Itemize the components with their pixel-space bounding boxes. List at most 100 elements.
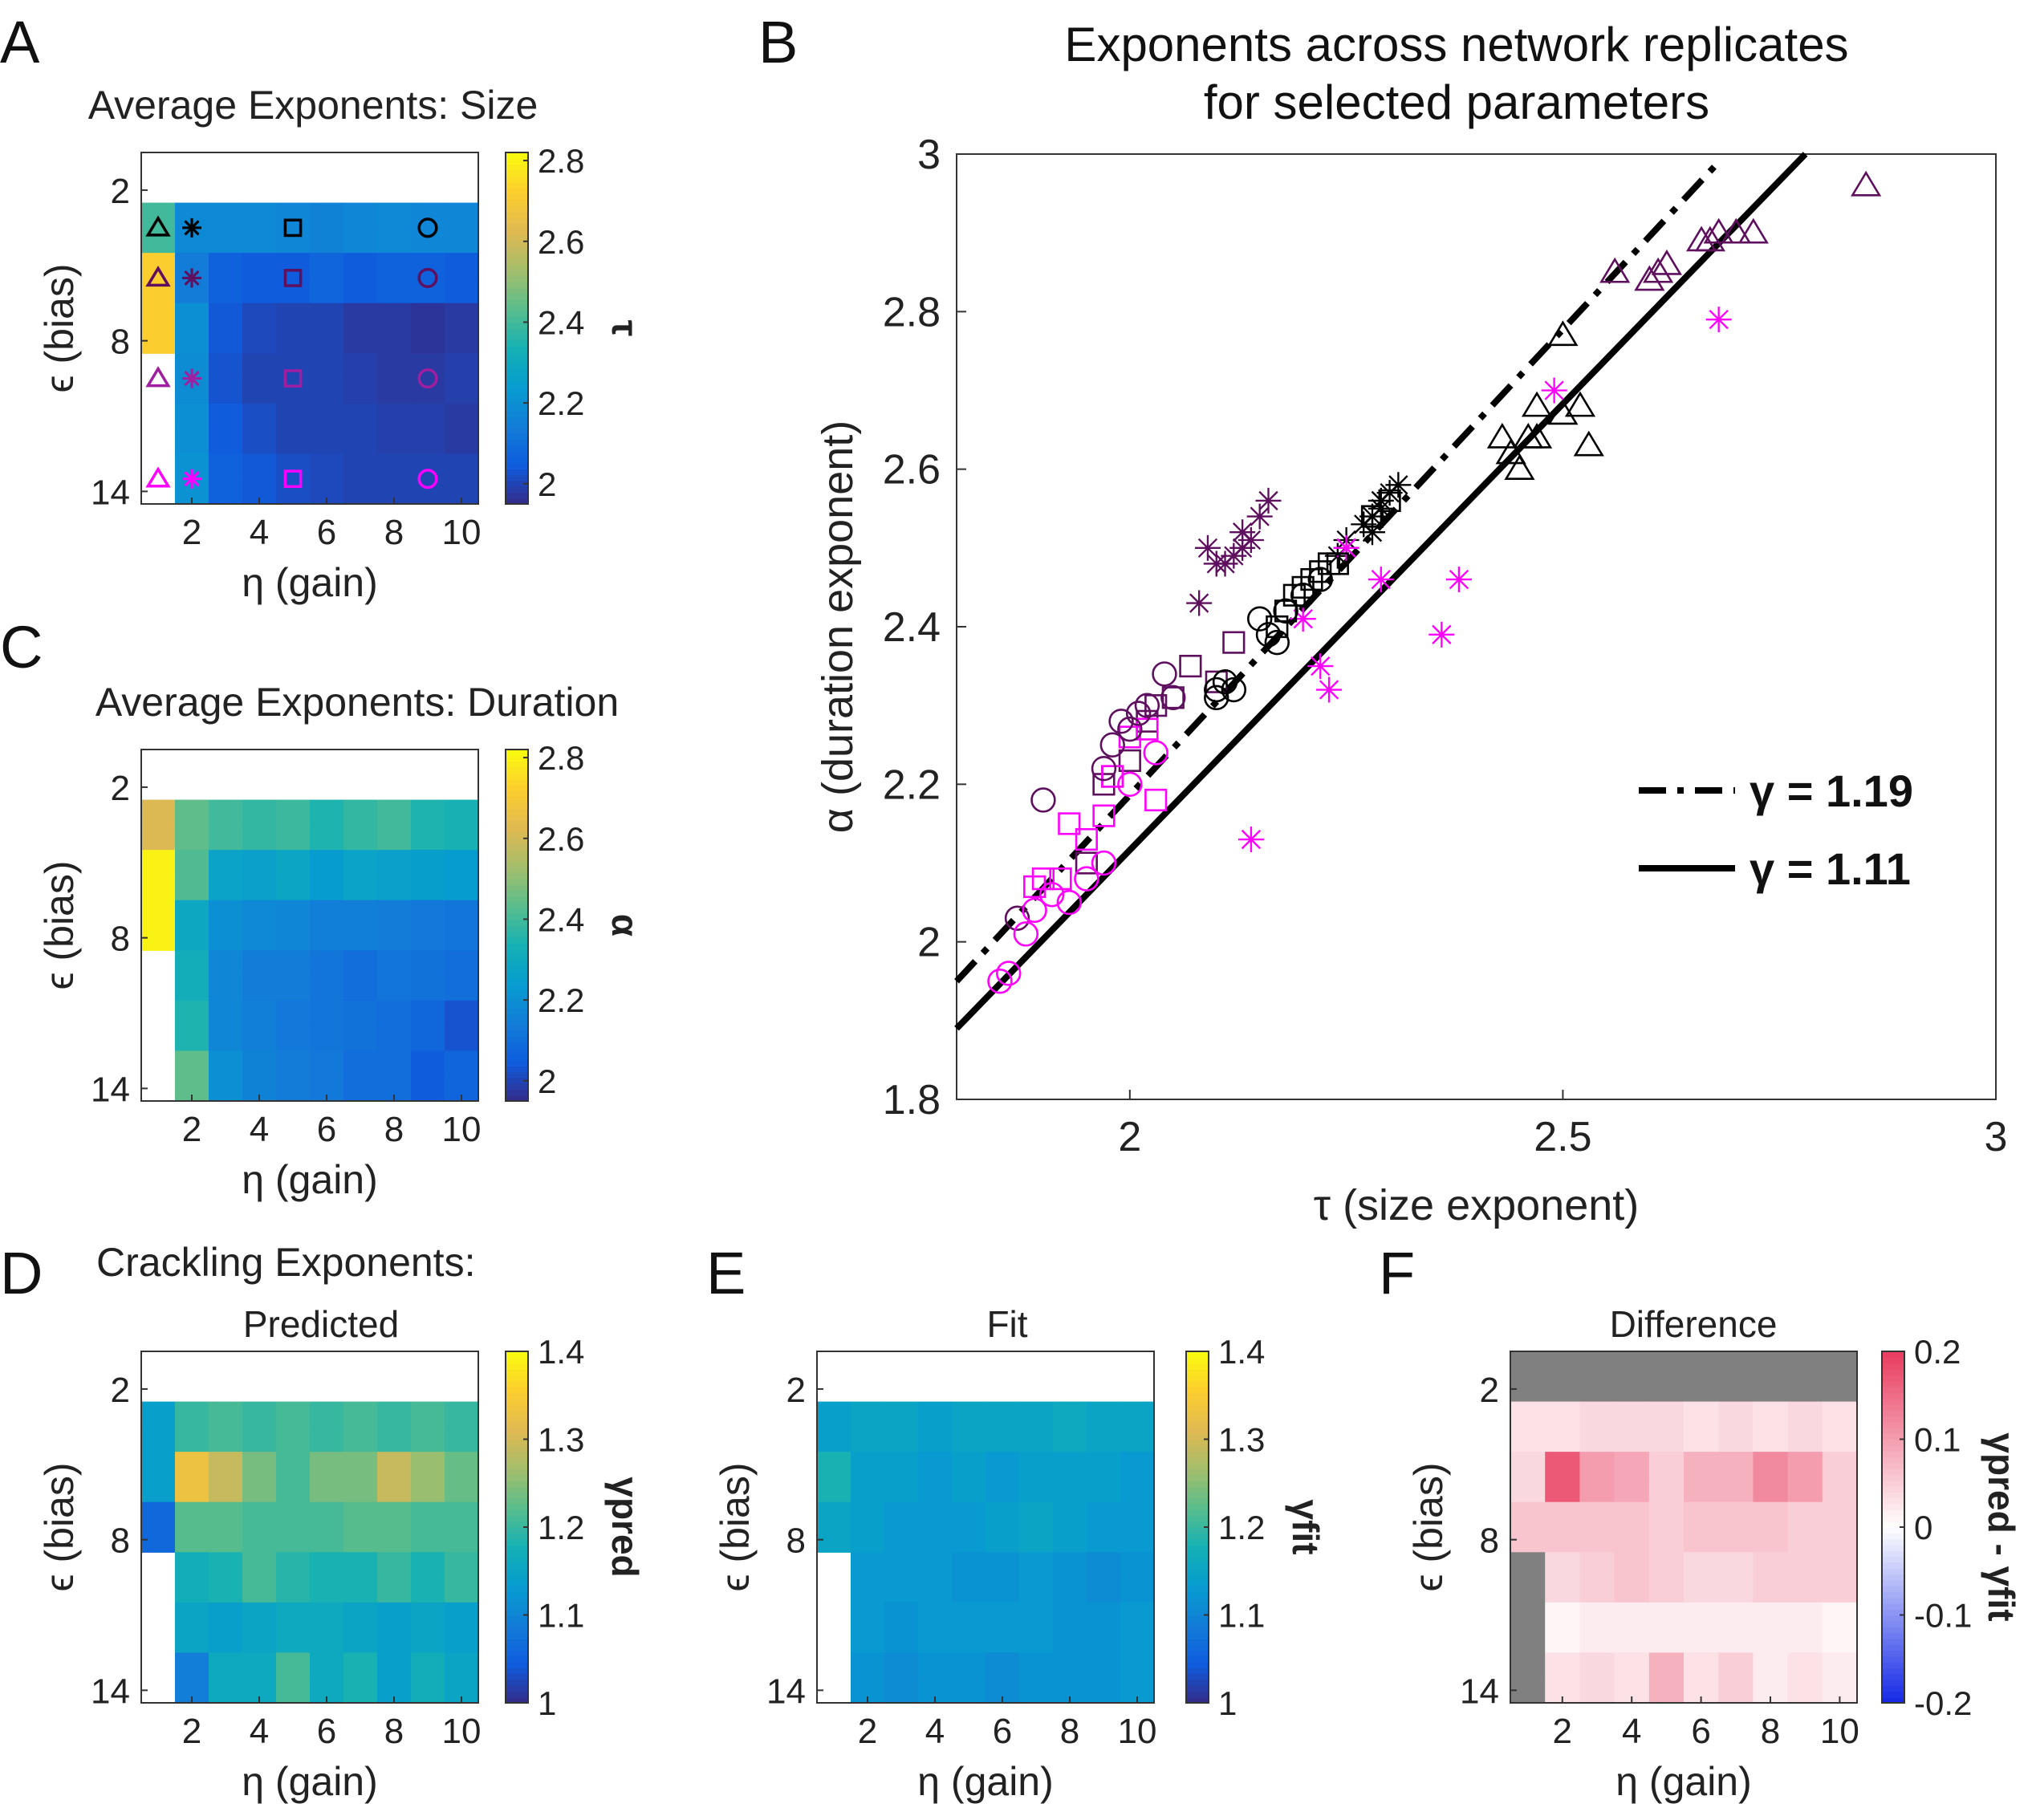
heatmap-cell bbox=[851, 1577, 885, 1603]
colorbar-segment bbox=[506, 375, 528, 382]
colorbar-segment bbox=[506, 966, 528, 973]
colorbar-segment bbox=[1186, 1497, 1209, 1505]
heatmap-cell bbox=[1053, 1627, 1087, 1654]
heatmap-cell bbox=[1510, 1477, 1546, 1503]
heatmap-cell bbox=[209, 975, 243, 1001]
colorbar-segment bbox=[506, 1007, 528, 1014]
colorbar-segment bbox=[506, 1036, 528, 1043]
heatmap-cell bbox=[851, 1501, 885, 1528]
heatmap-cell bbox=[242, 1026, 277, 1052]
heatmap-cell bbox=[242, 1552, 277, 1578]
heatmap-cell bbox=[1648, 1602, 1685, 1628]
heatmap-cell bbox=[411, 328, 445, 354]
heatmap-cell bbox=[1053, 1552, 1087, 1578]
data-point-triangle bbox=[1634, 265, 1665, 291]
x-tick-label: 6 bbox=[317, 513, 336, 552]
marker-circle bbox=[417, 267, 438, 288]
colorbar-segment bbox=[1186, 1579, 1209, 1586]
colorbar-segment bbox=[506, 187, 528, 194]
heatmap-cell bbox=[276, 1050, 311, 1077]
colorbar-segment bbox=[506, 252, 528, 259]
colorbar-segment bbox=[506, 901, 528, 908]
colorbar-segment bbox=[506, 1597, 528, 1604]
colorbar-segment bbox=[1882, 1485, 1904, 1493]
y-tick-label: 2.6 bbox=[883, 447, 941, 494]
heatmap-cell bbox=[1753, 1426, 1789, 1452]
colorbar-segment bbox=[1882, 1433, 1904, 1440]
colorbar-segment bbox=[1186, 1668, 1209, 1675]
colorbar-segment bbox=[506, 1416, 528, 1423]
x-tick-label: 6 bbox=[993, 1712, 1012, 1751]
data-point-square bbox=[1031, 867, 1055, 891]
colorbar-segment bbox=[1186, 1416, 1209, 1423]
colorbar-segment bbox=[506, 995, 528, 1002]
heatmap-cell bbox=[377, 378, 412, 404]
heatmap-cell bbox=[1579, 1501, 1615, 1528]
heatmap-cell bbox=[242, 227, 277, 254]
colorbar-segment bbox=[1186, 1521, 1209, 1528]
colorbar-segment bbox=[506, 931, 528, 938]
heatmap-cell bbox=[1648, 1677, 1685, 1704]
heatmap-cell bbox=[986, 1477, 1020, 1503]
heatmap-cell bbox=[411, 1050, 445, 1077]
heatmap-cell bbox=[343, 975, 378, 1001]
plot-frame bbox=[140, 749, 479, 1102]
colorbar-segment bbox=[506, 1661, 528, 1668]
data-point-asterisk bbox=[1307, 653, 1334, 680]
x-tick-label: 8 bbox=[384, 1110, 404, 1149]
heatmap-cell bbox=[209, 278, 243, 304]
colorbar-segment bbox=[506, 1451, 528, 1458]
heatmap-cell bbox=[141, 278, 176, 304]
heatmap-cell bbox=[343, 1602, 378, 1628]
colorbar-segment bbox=[506, 439, 528, 446]
heatmap-cell bbox=[1787, 1527, 1823, 1553]
colorbar-segment bbox=[506, 1013, 528, 1020]
colorbar-segment bbox=[506, 334, 528, 341]
colorbar-segment bbox=[506, 1071, 528, 1079]
heatmap-cell bbox=[1510, 1426, 1546, 1452]
heatmap-cell bbox=[1684, 1627, 1719, 1654]
colorbar-segment bbox=[506, 457, 528, 464]
colorbar-segment bbox=[506, 1392, 528, 1400]
heatmap-cell bbox=[411, 1501, 445, 1528]
heatmap-cell bbox=[310, 1452, 344, 1478]
heatmap-cell bbox=[411, 403, 445, 429]
colorbar-segment bbox=[506, 949, 528, 956]
data-point-circle bbox=[1273, 598, 1298, 624]
heatmap-cell bbox=[1648, 1351, 1685, 1377]
heatmap-cell bbox=[343, 453, 378, 480]
heatmap-cell bbox=[310, 1050, 344, 1077]
heatmap-cell bbox=[242, 1000, 277, 1026]
colorbar-segment bbox=[506, 169, 528, 177]
heatmap-cell bbox=[276, 478, 311, 505]
y-tick-label: 2.8 bbox=[883, 289, 941, 335]
marker-triangle bbox=[145, 366, 171, 388]
heatmap-cell bbox=[141, 253, 176, 279]
colorbar-segment bbox=[1882, 1591, 1904, 1599]
heatmap-cell bbox=[209, 453, 243, 480]
y-axis-label: ϵ (bias) bbox=[37, 1462, 82, 1591]
heatmap-cell bbox=[310, 1026, 344, 1052]
colorbar-segment bbox=[506, 152, 528, 160]
heatmap-cell bbox=[242, 278, 277, 304]
heatmap-cell bbox=[1120, 1501, 1155, 1528]
heatmap-cell bbox=[242, 1652, 277, 1679]
heatmap-cell bbox=[411, 1000, 445, 1026]
heatmap-cell bbox=[242, 1477, 277, 1503]
heatmap-cell bbox=[884, 1602, 919, 1628]
data-point-square bbox=[1309, 560, 1332, 583]
colorbar-segment bbox=[506, 814, 528, 821]
heatmap-cell bbox=[986, 1452, 1020, 1478]
colorbar-segment bbox=[506, 778, 528, 786]
y-tick-label: 2 bbox=[111, 172, 130, 211]
heatmap-cell bbox=[209, 1552, 243, 1578]
colorbar-segment bbox=[506, 1603, 528, 1610]
heatmap-cell bbox=[1753, 1552, 1789, 1578]
heatmap-cell bbox=[1787, 1501, 1823, 1528]
heatmap-cell bbox=[141, 799, 176, 826]
colorbar-segment bbox=[1186, 1485, 1209, 1493]
colorbar-segment bbox=[1186, 1556, 1209, 1563]
heatmap-cell bbox=[1087, 1527, 1121, 1553]
colorbar-segment bbox=[506, 263, 528, 270]
